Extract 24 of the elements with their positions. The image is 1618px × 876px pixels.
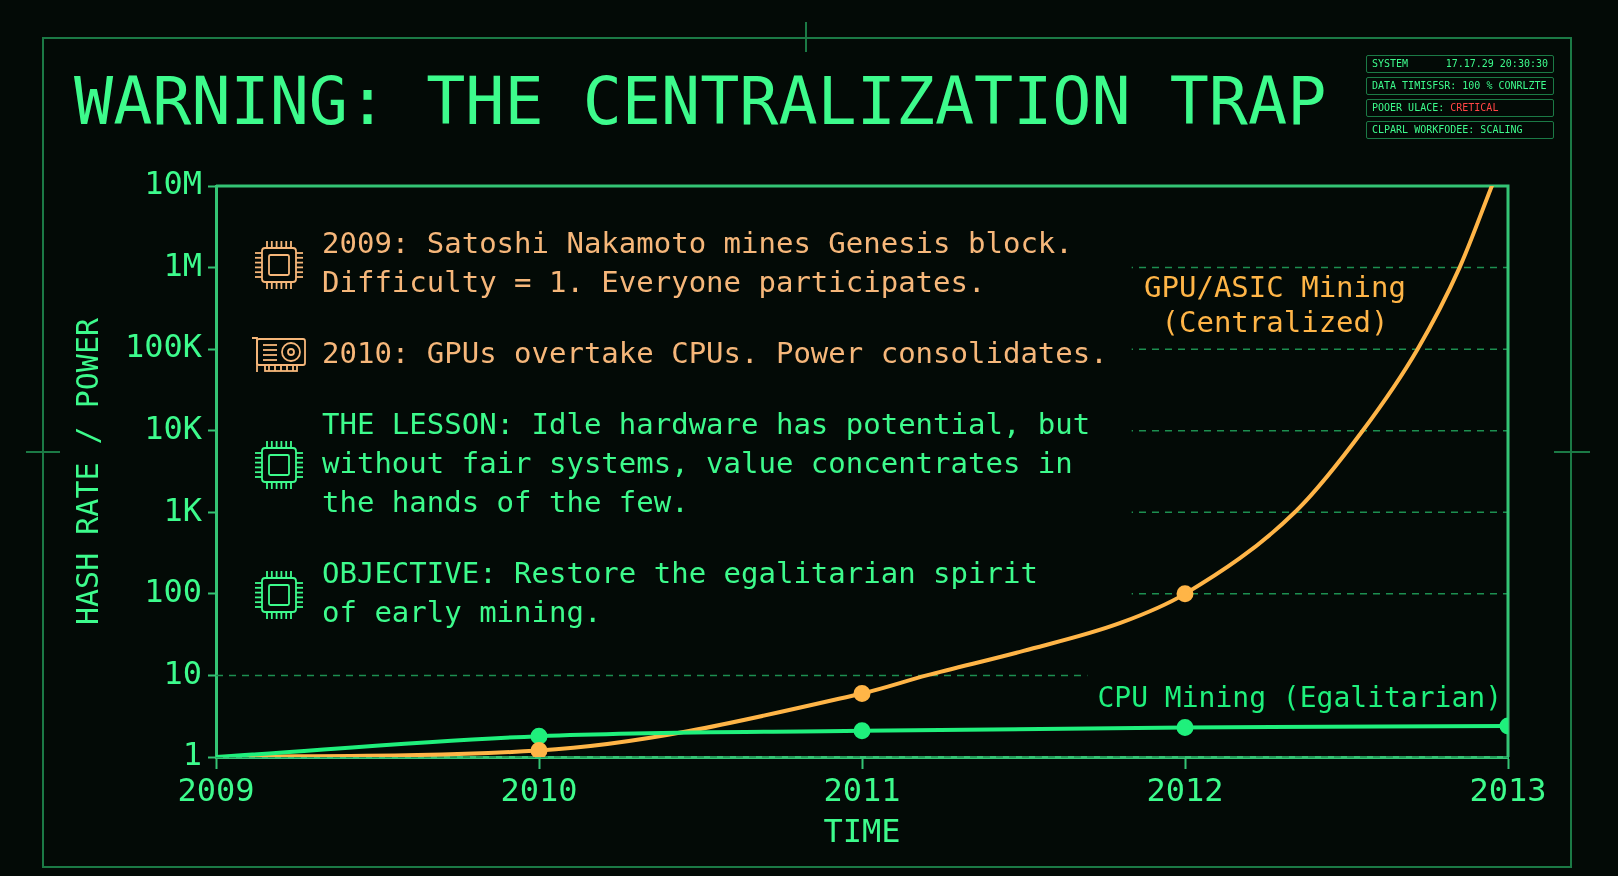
annotation: 2009: Satoshi Nakamoto mines Genesis block. Difficulty = 1. Everyone participates. [322,225,1073,299]
annotation: THE LESSON: Idle hardware has potential, but without fair systems, value concentrates in the hands of the few. [322,406,1091,519]
y-tick-label: 10K [144,409,203,448]
y-tick-label: 1K [163,490,203,529]
y-tick-label: 1M [163,245,202,284]
y-tick-label: 100 [144,572,202,611]
annotation: OBJECTIVE: Restore the egalitarian spirit of early mining. [322,555,1038,629]
x-tick-label: 2011 [823,770,901,809]
annotation: 2010: GPUs overtake CPUs. Power consolidates. [322,335,1108,370]
y-tick-label: 10 [163,653,202,692]
status-field: DATA TIMISFSR: 100 % CONRLZTE [1366,77,1554,95]
status-field: SYSTEM 17.17.29 20:30:30 [1366,55,1554,73]
chart-title: WARNING: THE CENTRALIZATION TRAP [74,64,1327,139]
y-tick-label: 10M [144,164,202,203]
y-axis-title: HASH RATE / POWER [69,317,105,626]
status-field: POOER ULACE: CRETICAL [1366,99,1554,117]
x-tick-label: 2012 [1146,770,1224,809]
x-tick-label: 2013 [1469,770,1547,809]
x-axis-title: TIME [823,812,901,851]
y-tick-label: 100K [124,327,203,366]
series-label: CPU Mining (Egalitarian) [1097,681,1502,715]
x-tick-label: 2010 [500,770,578,809]
status-field: CLPARL WORKFODEE: SCALING [1366,121,1554,139]
series-label: GPU/ASIC Mining (Centralized) [1144,269,1406,339]
